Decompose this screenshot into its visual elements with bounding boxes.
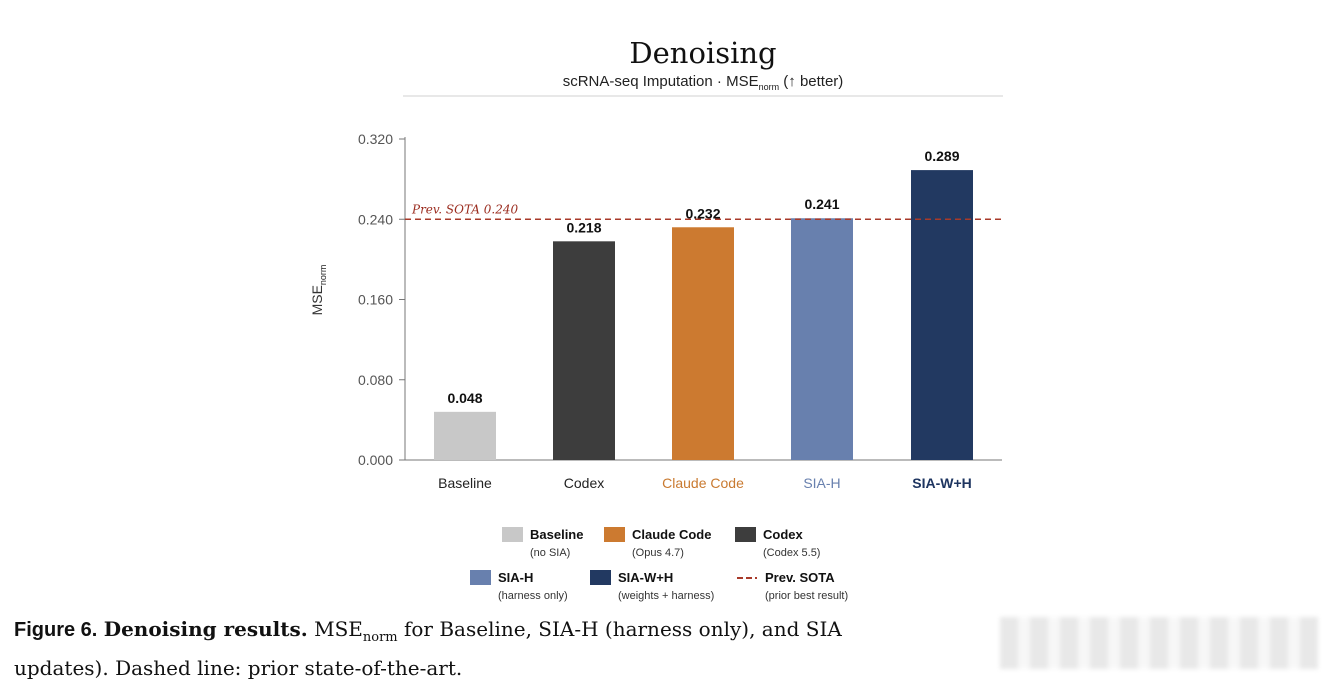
prev-sota-reference: Prev. SOTA 0.240	[405, 202, 1002, 221]
bar-value-label: 0.289	[924, 148, 959, 164]
y-tick-label: 0.000	[358, 452, 393, 468]
legend-item-name: Prev. SOTA	[765, 570, 835, 585]
legend-swatch	[470, 570, 491, 585]
legend-item-name: SIA-W+H	[618, 570, 673, 585]
legend-swatch	[502, 527, 523, 542]
legend-swatch	[604, 527, 625, 542]
caption-text-subscript: norm	[362, 630, 398, 645]
chart-legend: Baseline (no SIA) Claude Code (Opus 4.7) Cod…	[470, 527, 848, 602]
x-tick-label: Codex	[564, 475, 604, 491]
legend-item-name: Claude Code	[632, 527, 711, 542]
prev-sota-label: Prev. SOTA 0.240	[411, 202, 519, 216]
chart-title: Denoising	[629, 36, 776, 70]
x-tick-label: SIA-H	[803, 475, 840, 491]
bar-value-label: 0.232	[685, 205, 720, 221]
redaction-blur	[1000, 617, 1318, 669]
bar-codex	[553, 241, 615, 460]
bar-claude-code	[672, 227, 734, 460]
x-tick-label: Claude Code	[662, 475, 744, 491]
legend-swatch	[735, 527, 756, 542]
legend-swatch	[590, 570, 611, 585]
x-tick-label: SIA-W+H	[912, 475, 972, 491]
y-tick-label: 0.160	[358, 292, 393, 308]
denoising-bar-chart: Denoising scRNA-seq Imputation · MSEnorm…	[309, 36, 1003, 602]
caption-text-line2: updates). Dashed line: prior state-of-th…	[14, 656, 463, 680]
y-axis-label: MSEnorm	[309, 265, 328, 316]
legend-item-name: SIA-H	[498, 570, 533, 585]
legend-item-desc: (prior best result)	[765, 590, 848, 602]
legend-item-name: Baseline	[530, 527, 583, 542]
bar-baseline	[434, 411, 496, 460]
y-tick-label: 0.080	[358, 372, 393, 388]
caption-figure-number: Figure 6.	[14, 619, 98, 641]
y-tick-label: 0.240	[358, 211, 393, 227]
y-axis: 0.000 0.080 0.160 0.240 0.320	[358, 131, 1002, 468]
bar-value-label: 0.218	[566, 219, 601, 235]
legend-item-desc: (no SIA)	[530, 547, 570, 559]
caption-figure-title: Denoising results.	[103, 617, 308, 641]
figure-caption: Figure 6. Denoising results. MSEnorm for…	[14, 614, 1314, 684]
bar-value-label: 0.241	[804, 196, 839, 212]
bar-sia-w-h	[911, 170, 973, 461]
legend-item-desc: (Codex 5.5)	[763, 547, 820, 559]
legend-item-desc: (Opus 4.7)	[632, 547, 684, 559]
chart-subtitle: scRNA-seq Imputation · MSEnorm (↑ better…	[563, 73, 844, 92]
legend-item-desc: (weights + harness)	[618, 590, 714, 602]
caption-text-prefix: MSE	[314, 617, 363, 641]
bar-sia-h	[791, 218, 853, 460]
y-tick-label: 0.320	[358, 131, 393, 147]
x-tick-label: Baseline	[438, 475, 492, 491]
legend-item-desc: (harness only)	[498, 590, 568, 602]
legend-item-name: Codex	[763, 527, 804, 542]
caption-text-body: for Baseline, SIA-H (harness only), and …	[397, 617, 842, 641]
bar-value-label: 0.048	[447, 390, 482, 406]
bars-group: 0.048 Baseline 0.218 Codex 0.232 Claude Code 0…	[434, 148, 973, 491]
